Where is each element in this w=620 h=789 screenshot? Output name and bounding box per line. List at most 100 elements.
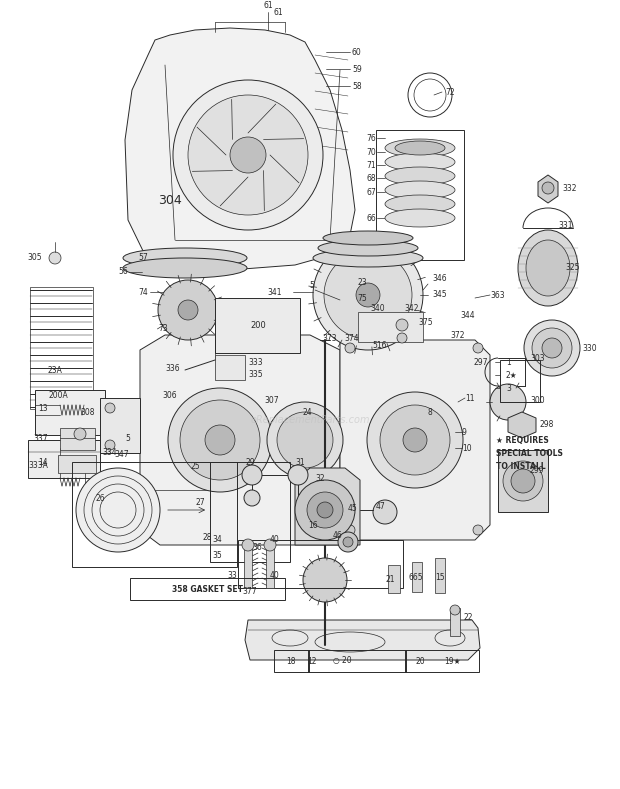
Circle shape (473, 525, 483, 535)
Text: 35: 35 (212, 551, 222, 559)
Polygon shape (245, 620, 480, 660)
Circle shape (49, 252, 61, 264)
Bar (130, 578, 285, 600)
Text: 29: 29 (245, 458, 255, 466)
Text: 345: 345 (432, 290, 446, 298)
Text: TO INSTALL: TO INSTALL (496, 462, 546, 470)
Text: 13: 13 (38, 403, 48, 413)
Circle shape (396, 319, 408, 331)
Text: 15: 15 (435, 574, 445, 582)
Text: ★ REQUIRES: ★ REQUIRES (496, 436, 549, 444)
Circle shape (242, 539, 254, 551)
Text: 325: 325 (565, 264, 580, 272)
Circle shape (173, 80, 323, 230)
Text: 5: 5 (309, 281, 314, 290)
Circle shape (178, 300, 198, 320)
Circle shape (356, 283, 380, 307)
Circle shape (230, 137, 266, 173)
Text: 306: 306 (162, 391, 177, 399)
Circle shape (373, 500, 397, 524)
Circle shape (168, 388, 272, 492)
Text: 337: 337 (33, 433, 48, 443)
Bar (412, 562, 422, 592)
Text: 25: 25 (190, 462, 200, 470)
Polygon shape (140, 335, 340, 545)
Text: 305: 305 (27, 253, 42, 263)
Circle shape (403, 428, 427, 452)
Bar (35, 390, 105, 435)
Text: 22: 22 (464, 614, 474, 623)
Text: 71: 71 (366, 160, 376, 170)
Text: 373: 373 (322, 334, 337, 342)
Bar (388, 565, 400, 593)
Ellipse shape (385, 209, 455, 227)
Text: 8: 8 (428, 407, 432, 417)
Text: 331: 331 (558, 220, 572, 230)
Circle shape (244, 490, 260, 506)
Text: 16: 16 (308, 521, 318, 529)
Circle shape (105, 440, 115, 450)
Text: 45: 45 (348, 503, 358, 513)
Circle shape (242, 465, 262, 485)
Polygon shape (125, 28, 355, 275)
Circle shape (324, 251, 412, 339)
Text: 1: 1 (506, 357, 511, 367)
Text: 308: 308 (81, 407, 95, 417)
Bar (60, 428, 95, 450)
Text: 200A: 200A (48, 391, 68, 399)
Text: 10: 10 (462, 443, 472, 453)
Text: 33: 33 (228, 570, 237, 579)
Ellipse shape (313, 249, 423, 267)
Ellipse shape (385, 139, 455, 157)
Circle shape (367, 392, 463, 488)
Bar (358, 312, 423, 342)
Text: 72: 72 (445, 88, 454, 96)
Bar (100, 398, 140, 453)
Text: 28: 28 (203, 533, 212, 543)
Bar (376, 130, 464, 260)
Circle shape (338, 532, 358, 552)
Text: 18: 18 (286, 656, 296, 665)
Ellipse shape (123, 248, 247, 268)
Bar (500, 360, 540, 402)
Text: 336: 336 (166, 364, 180, 372)
Text: 66: 66 (366, 214, 376, 222)
Text: 23: 23 (357, 278, 367, 286)
Text: 40: 40 (270, 570, 280, 579)
Text: 12: 12 (308, 656, 317, 665)
Text: 34: 34 (212, 536, 222, 544)
Ellipse shape (395, 141, 445, 155)
Text: 47: 47 (375, 502, 385, 510)
Bar (435, 558, 445, 593)
Text: 299: 299 (530, 466, 544, 474)
Text: 70: 70 (366, 148, 376, 156)
Text: 56: 56 (118, 267, 128, 276)
Bar (215, 298, 300, 353)
Bar (405, 650, 479, 672)
Text: 27: 27 (195, 498, 205, 507)
Ellipse shape (385, 167, 455, 185)
Text: 68: 68 (366, 174, 376, 182)
Circle shape (180, 400, 260, 480)
Text: 19★: 19★ (444, 656, 460, 665)
Circle shape (118, 430, 138, 450)
Ellipse shape (518, 230, 578, 306)
Text: 59: 59 (352, 65, 361, 73)
Circle shape (490, 384, 526, 420)
Text: 333: 333 (248, 357, 263, 367)
Circle shape (303, 558, 347, 602)
Text: 363: 363 (490, 290, 505, 300)
Circle shape (307, 492, 343, 528)
Text: 58: 58 (352, 81, 361, 91)
Text: 76: 76 (366, 133, 376, 143)
Polygon shape (538, 175, 558, 203)
Ellipse shape (123, 258, 247, 278)
Bar (238, 540, 403, 588)
Text: 340: 340 (371, 304, 385, 312)
Polygon shape (295, 468, 360, 545)
Text: eReplacementParts.com: eReplacementParts.com (250, 415, 370, 425)
Circle shape (532, 328, 572, 368)
Text: 304: 304 (158, 193, 182, 207)
Text: ○ 20: ○ 20 (333, 656, 352, 665)
Circle shape (295, 480, 355, 540)
